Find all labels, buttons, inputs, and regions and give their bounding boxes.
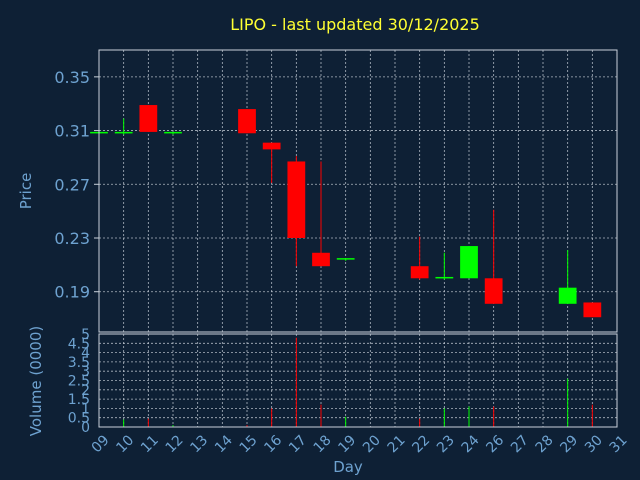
x-tick-label: 09 <box>89 432 113 456</box>
volume-panel: 00.511.522.533.544.55 Volume (0000) <box>27 326 618 436</box>
volume-tick-label: 0.5 <box>68 411 90 427</box>
candle-29 <box>558 250 577 304</box>
x-tick-label: 23 <box>434 432 458 456</box>
volume-grid <box>98 333 618 428</box>
x-tick-label: 18 <box>311 432 335 456</box>
price-tick-label: 0.27 <box>54 175 90 194</box>
x-tick-label: 27 <box>508 432 532 456</box>
volume-frame <box>98 333 618 428</box>
x-tick-label: 22 <box>409 432 433 456</box>
x-tick-labels: 09 10 11 12 13 14 15 16 17 18 19 20 21 22 23 24 26 27 28 29… <box>89 432 631 456</box>
candle-10 <box>114 118 133 135</box>
x-tick-label: 14 <box>212 432 236 456</box>
x-tick-label: 29 <box>557 432 581 456</box>
price-tick-label: 0.31 <box>54 122 90 141</box>
x-tick-label: 11 <box>138 432 162 456</box>
volume-tick-labels: 00.511.522.533.544.55 <box>68 327 90 436</box>
candle-18 <box>312 161 330 267</box>
x-tick-label: 15 <box>237 432 261 456</box>
candle-body <box>484 278 503 304</box>
candle-17 <box>287 156 306 267</box>
volume-tick-label: 3.5 <box>68 355 90 371</box>
candle-body <box>583 302 602 318</box>
volume-axis-label: Volume (0000) <box>27 326 45 436</box>
candle-body <box>262 142 281 150</box>
candle-body <box>238 109 256 134</box>
candle-23 <box>435 252 454 280</box>
volume-tick-label: 1 <box>81 401 90 417</box>
x-tick-label: 30 <box>582 432 606 456</box>
candle-26 <box>484 209 503 304</box>
candle-body <box>435 276 454 279</box>
candle-body <box>410 266 429 279</box>
candle-15 <box>238 109 256 134</box>
x-tick-label: 16 <box>261 432 285 456</box>
candle-24 <box>460 246 478 279</box>
x-tick-label: 26 <box>483 432 507 456</box>
x-tick-label: 21 <box>385 432 409 456</box>
volume-bars <box>98 337 593 427</box>
volume-tick-label: 3 <box>81 364 90 380</box>
candle-19 <box>336 258 355 261</box>
price-panel: 0.19 0.23 0.27 0.31 0.35 Price <box>17 49 618 333</box>
volume-tick-label: 1.5 <box>68 392 90 408</box>
price-tick-label: 0.23 <box>54 229 90 248</box>
price-frame <box>98 49 618 333</box>
candle-body <box>558 287 577 304</box>
x-tick-label: 28 <box>533 432 557 456</box>
price-axis-label: Price <box>17 173 35 210</box>
volume-tick-label: 4.5 <box>68 336 90 352</box>
x-tick-label: 10 <box>113 432 137 456</box>
candle-body <box>312 252 330 267</box>
price-grid <box>98 50 618 332</box>
volume-tick-label: 5 <box>81 327 90 343</box>
x-tick-label: 17 <box>286 432 310 456</box>
chart-title: LIPO - last updated 30/12/2025 <box>230 15 480 34</box>
x-axis-label: Day <box>333 458 363 476</box>
candle-body <box>164 131 182 134</box>
volume-tick-label: 0 <box>81 420 90 436</box>
candle-body <box>460 246 478 279</box>
x-tick-label: 24 <box>459 432 483 456</box>
candle-11 <box>139 105 158 132</box>
x-tick-label: 12 <box>163 432 187 456</box>
x-tick-label: 20 <box>360 432 384 456</box>
candle-30 <box>583 302 602 318</box>
x-tick-label: 13 <box>187 432 211 456</box>
price-candles <box>90 105 602 318</box>
candle-body <box>139 105 158 132</box>
x-tick-label: 19 <box>335 432 359 456</box>
price-tick-labels: 0.19 0.23 0.27 0.31 0.35 <box>54 68 99 302</box>
price-tick-label: 0.19 <box>54 283 90 302</box>
volume-tick-label: 4 <box>81 346 90 362</box>
candle-body <box>287 161 306 238</box>
candle-12 <box>164 131 182 135</box>
candle-22 <box>410 236 429 280</box>
price-tick-label: 0.35 <box>54 68 90 87</box>
candle-body <box>114 131 133 134</box>
candle-16 <box>262 142 281 183</box>
x-tick-label: 31 <box>607 432 631 456</box>
volume-tick-label: 2 <box>81 383 90 399</box>
candle-body <box>336 258 355 260</box>
volume-tick-label: 2.5 <box>68 374 90 390</box>
